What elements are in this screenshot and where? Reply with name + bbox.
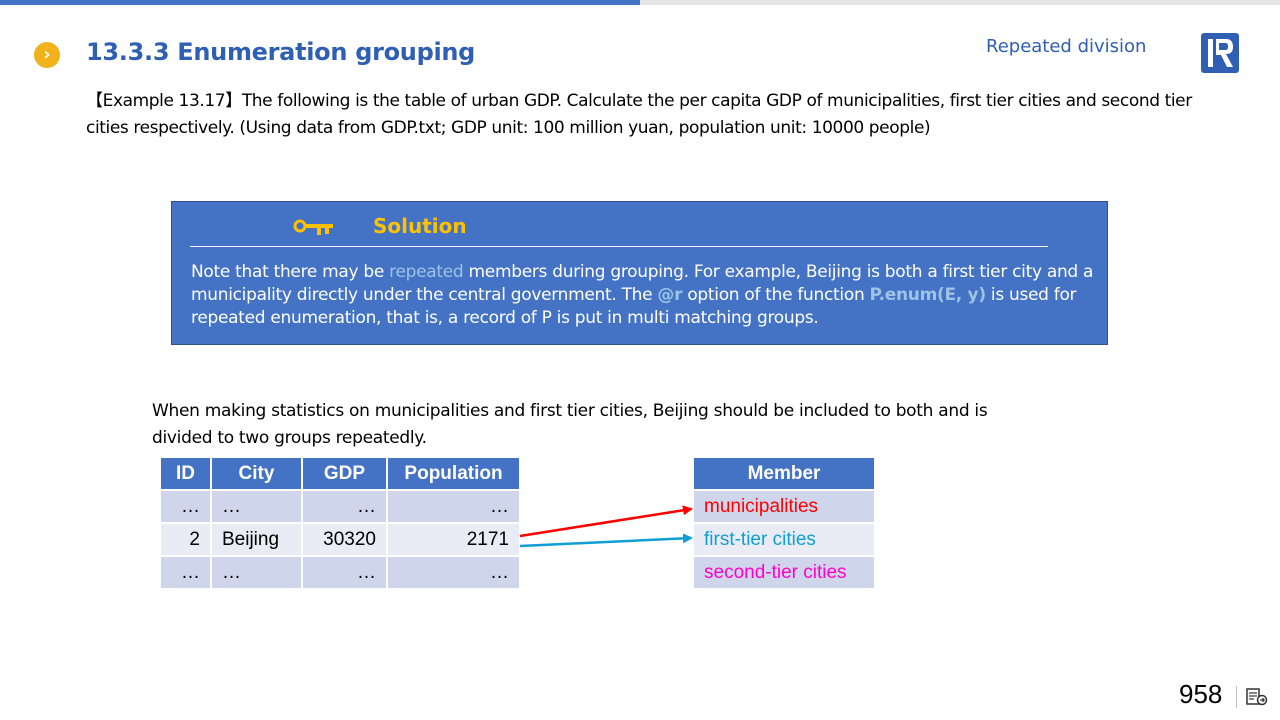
- divider: [1236, 686, 1237, 708]
- highlight-function: P.enum(E, y): [869, 285, 987, 305]
- member-row: municipalities: [692, 489, 876, 524]
- progress-bar-track: [640, 0, 1280, 5]
- table-cell: 2: [159, 522, 212, 557]
- table-row-beijing: 2 Beijing 30320 2171: [159, 522, 521, 557]
- table-header-row: Member: [692, 456, 876, 491]
- table-cell: …: [210, 555, 303, 590]
- table-header-row: ID City GDP Population: [159, 456, 521, 491]
- slide-notes-icon[interactable]: [1246, 687, 1268, 707]
- column-header: ID: [159, 456, 212, 491]
- logo-icon: [1201, 33, 1239, 73]
- topic-label: Repeated division: [986, 36, 1147, 57]
- table-row: … … … …: [159, 489, 521, 524]
- gdp-table: ID City GDP Population … … … … 2 Beijing…: [159, 456, 521, 590]
- arrow-to-first-tier: [519, 533, 693, 548]
- table-cell: Beijing: [210, 522, 303, 557]
- divider: [190, 246, 1048, 247]
- member-second-tier: second-tier cities: [692, 555, 876, 590]
- column-header: City: [210, 456, 303, 491]
- table-cell: …: [210, 489, 303, 524]
- solution-text: Note that there may be repeated members …: [191, 262, 1094, 328]
- table-cell: …: [301, 555, 388, 590]
- page-title: 13.3.3 Enumeration grouping: [86, 38, 476, 66]
- member-row: first-tier cities: [692, 522, 876, 557]
- key-icon: [293, 219, 333, 235]
- highlight-option: @r: [657, 285, 683, 305]
- solution-box: Solution Note that there may be repeated…: [171, 201, 1108, 345]
- arrow-to-municipalities: [519, 505, 693, 538]
- column-header: Member: [692, 456, 876, 491]
- column-header: GDP: [301, 456, 388, 491]
- member-municipalities: municipalities: [692, 489, 876, 524]
- chevron-right-icon: ›: [34, 42, 60, 68]
- table-row: … … … …: [159, 555, 521, 590]
- highlight-repeated: repeated: [389, 262, 464, 282]
- table-cell: …: [159, 555, 212, 590]
- member-first-tier: first-tier cities: [692, 522, 876, 557]
- explanation-text: When making statistics on municipalities…: [152, 401, 988, 448]
- table-cell: …: [301, 489, 388, 524]
- column-header: Population: [386, 456, 521, 491]
- table-cell: …: [159, 489, 212, 524]
- member-row: second-tier cities: [692, 555, 876, 590]
- example-description: 【Example 13.17】The following is the tabl…: [86, 91, 1192, 138]
- table-cell: 2171: [386, 522, 521, 557]
- member-table: Member municipalities first-tier cities …: [692, 456, 876, 590]
- table-cell: …: [386, 555, 521, 590]
- table-cell: …: [386, 489, 521, 524]
- solution-title: Solution: [373, 214, 467, 238]
- progress-bar-filled: [0, 0, 640, 5]
- page-number: 958: [1179, 679, 1223, 709]
- table-cell: 30320: [301, 522, 388, 557]
